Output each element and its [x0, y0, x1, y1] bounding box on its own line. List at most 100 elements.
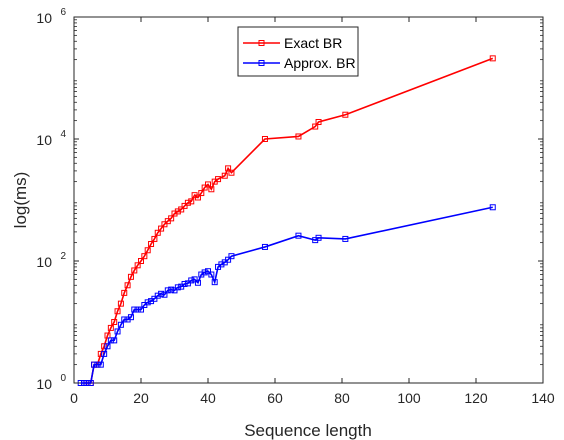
- data-point-marker: [211, 279, 218, 286]
- data-point-marker: [134, 306, 141, 313]
- data-point-marker: [228, 169, 235, 176]
- data-point-marker: [121, 289, 128, 296]
- data-point-marker: [111, 319, 118, 325]
- data-point-marker: [178, 206, 185, 213]
- data-point-marker: [201, 269, 208, 276]
- data-point-marker: [184, 199, 191, 206]
- data-point-marker: [168, 286, 175, 293]
- data-point-marker: [134, 262, 141, 269]
- data-point-marker: [104, 343, 111, 350]
- y-tick-exponent: 4: [60, 129, 66, 140]
- data-point-marker: [138, 306, 144, 313]
- data-point-marker: [81, 380, 88, 386]
- data-point-marker: [131, 267, 138, 274]
- x-axis-title: Sequence length: [244, 421, 372, 440]
- data-point-marker: [124, 282, 131, 289]
- data-point-marker: [215, 176, 222, 183]
- data-point-marker: [168, 215, 175, 222]
- y-tick-exponent: 0: [60, 373, 66, 384]
- data-point-marker: [174, 208, 181, 215]
- legend-swatch-marker: [258, 40, 265, 46]
- y-tick-exponent: 6: [60, 7, 66, 18]
- data-point-marker: [158, 290, 165, 297]
- data-point-marker: [114, 328, 121, 335]
- x-tick-label: 100: [397, 390, 421, 406]
- data-point-marker: [161, 221, 168, 228]
- data-point-marker: [295, 232, 302, 239]
- data-point-marker: [161, 291, 168, 298]
- data-point-marker: [198, 190, 205, 197]
- data-point-marker: [225, 165, 232, 172]
- data-point-marker: [228, 253, 235, 260]
- data-point-marker: [489, 55, 496, 62]
- data-point-marker: [188, 277, 195, 284]
- x-tick-label: 140: [531, 390, 555, 406]
- x-tick-label: 120: [464, 390, 488, 406]
- y-axis-title: log(ms): [11, 172, 30, 229]
- legend-box: [237, 26, 359, 77]
- data-point-marker: [138, 258, 144, 264]
- data-point-marker: [164, 287, 171, 294]
- data-point-marker: [174, 284, 181, 291]
- x-tick-label: 60: [267, 390, 283, 406]
- data-point-marker: [127, 273, 134, 280]
- y-tick-label: 10: [36, 376, 52, 392]
- y-tick-label: 10: [36, 254, 52, 270]
- data-point-marker: [84, 380, 91, 386]
- data-point-marker: [194, 279, 201, 286]
- data-point-marker: [201, 184, 208, 191]
- data-point-marker: [315, 118, 322, 125]
- plot-area: [73, 16, 544, 384]
- data-point-marker: [151, 295, 158, 302]
- data-point-marker: [127, 314, 134, 321]
- data-point-marker: [97, 361, 104, 368]
- legend: Exact BR Approx. BR: [237, 26, 359, 77]
- y-tick-label: 10: [36, 132, 52, 148]
- legend-swatch-marker: [258, 60, 265, 66]
- data-point-marker: [225, 256, 232, 263]
- data-point-marker: [208, 271, 215, 278]
- data-point-marker: [107, 324, 114, 331]
- data-point-marker: [188, 198, 195, 205]
- y-tick-exponent: 2: [60, 251, 66, 262]
- data-point-marker: [144, 299, 151, 306]
- x-tick-label: 80: [334, 390, 350, 406]
- data-point-marker: [194, 194, 201, 201]
- data-point-marker: [117, 321, 124, 328]
- data-point-marker: [117, 300, 124, 307]
- data-point-marker: [205, 268, 211, 275]
- data-point-marker: [111, 337, 118, 344]
- data-point-marker: [114, 308, 121, 315]
- data-point-marker: [94, 361, 101, 368]
- data-point-marker: [181, 280, 188, 287]
- data-point-marker: [191, 276, 198, 283]
- data-point-marker: [101, 350, 108, 357]
- data-point-marker: [154, 229, 161, 236]
- data-point-marker: [154, 292, 161, 299]
- x-tick-label: 0: [70, 390, 78, 406]
- data-point-marker: [171, 287, 178, 294]
- data-point-marker: [97, 350, 104, 357]
- data-point-marker: [104, 332, 111, 339]
- legend-label: Exact BR: [284, 35, 342, 51]
- data-point-marker: [261, 136, 268, 142]
- data-point-marker: [181, 202, 188, 209]
- data-point-marker: [151, 235, 158, 242]
- data-point-marker: [121, 316, 128, 323]
- data-point-marker: [141, 253, 148, 260]
- data-point-marker: [91, 361, 98, 368]
- data-point-marker: [342, 111, 349, 118]
- y-tick-label: 10: [36, 10, 52, 26]
- legend-label: Approx. BR: [284, 55, 356, 71]
- data-point-marker: [315, 234, 322, 241]
- data-point-marker: [221, 172, 228, 179]
- data-point-marker: [208, 186, 215, 193]
- data-point-marker: [342, 235, 349, 242]
- data-point-marker: [148, 240, 155, 247]
- data-point-marker: [144, 247, 151, 254]
- data-point-marker: [261, 243, 268, 250]
- data-point-marker: [295, 133, 302, 140]
- data-point-marker: [205, 181, 211, 188]
- data-point-marker: [158, 225, 165, 232]
